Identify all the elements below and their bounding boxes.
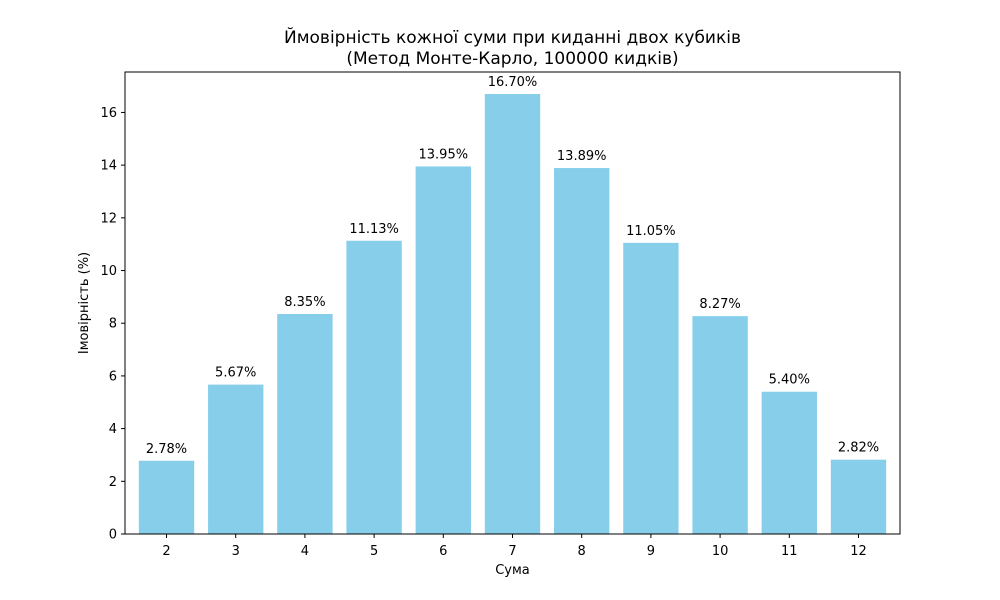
bar-10 xyxy=(692,316,748,534)
bar-12 xyxy=(830,459,887,534)
data-label-4: 8.35% xyxy=(284,295,325,310)
bar-2 xyxy=(138,460,195,534)
plot-frame xyxy=(124,71,901,535)
data-label-6: 13.95% xyxy=(419,147,469,162)
x-tick-label-6: 6 xyxy=(439,544,447,559)
bar-5 xyxy=(346,240,402,534)
x-tick-label-4: 4 xyxy=(301,544,309,559)
y-axis-label: Імовірність (%) xyxy=(77,252,92,354)
bar-3 xyxy=(208,384,264,534)
bar-9 xyxy=(623,242,679,535)
y-tick-label-2: 2 xyxy=(109,475,117,490)
x-tick-label-7: 7 xyxy=(508,544,516,559)
y-tick-label-16: 16 xyxy=(100,106,117,121)
x-tick-label-3: 3 xyxy=(232,544,240,559)
data-label-2: 2.78% xyxy=(146,442,187,457)
chart-title-line-2: (Метод Монте-Карло, 100000 кидків) xyxy=(346,49,678,69)
data-label-11: 5.40% xyxy=(769,373,810,388)
data-label-10: 8.27% xyxy=(699,297,740,312)
x-axis-label: Сума xyxy=(495,563,530,578)
y-tick-label-6: 6 xyxy=(109,369,117,384)
data-label-5: 11.13% xyxy=(349,222,399,237)
x-tick-label-10: 10 xyxy=(712,544,729,559)
y-tick-label-0: 0 xyxy=(109,528,117,543)
x-tick-label-2: 2 xyxy=(162,544,170,559)
x-tick-label-9: 9 xyxy=(647,544,655,559)
y-tick-label-4: 4 xyxy=(109,422,117,437)
y-tick-label-8: 8 xyxy=(109,317,117,332)
bars-group xyxy=(138,94,887,535)
data-label-8: 13.89% xyxy=(557,149,607,164)
y-tick-label-12: 12 xyxy=(100,211,117,226)
x-tick-label-8: 8 xyxy=(578,544,586,559)
data-label-3: 5.67% xyxy=(215,366,256,381)
data-label-12: 2.82% xyxy=(838,441,879,456)
x-tick-label-11: 11 xyxy=(781,544,798,559)
bar-11 xyxy=(761,391,817,534)
bar-6 xyxy=(415,166,471,534)
x-axis: 2 3 4 5 6 7 8 9 10 11 12 xyxy=(162,534,867,559)
chart-title-line-1: Ймовірність кожної суми при киданні двох… xyxy=(284,26,741,48)
data-labels-group: 2.78% 5.67% 8.35% 11.13% 13.95% 16.70% 13.89% 1… xyxy=(146,75,879,457)
data-label-7: 16.70% xyxy=(488,75,538,90)
y-tick-label-10: 10 xyxy=(100,264,117,279)
y-tick-label-14: 14 xyxy=(100,159,117,174)
y-axis: 0 2 4 6 8 10 12 14 16 xyxy=(100,106,125,543)
data-label-9: 11.05% xyxy=(626,224,676,239)
x-tick-label-5: 5 xyxy=(370,544,378,559)
bar-4 xyxy=(277,314,333,534)
x-tick-label-12: 12 xyxy=(850,544,867,559)
bar-8 xyxy=(554,168,610,535)
bar-7 xyxy=(484,94,541,534)
